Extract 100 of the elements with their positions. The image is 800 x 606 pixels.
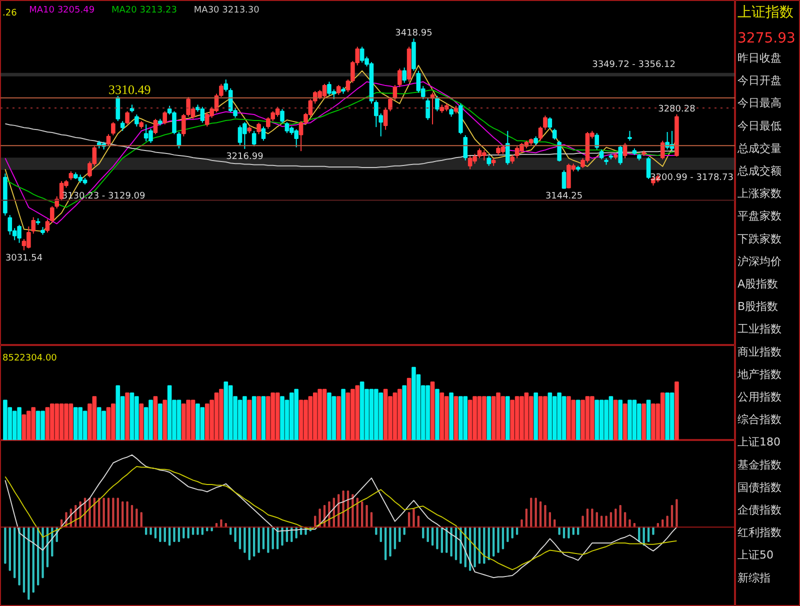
bar [642, 403, 646, 440]
text: 今日最低 [738, 119, 782, 132]
bar [636, 403, 642, 440]
candlestick [599, 148, 604, 160]
text: MA10 3205.49 [29, 6, 95, 16]
text: MA30 3213.30 [194, 6, 260, 16]
text: 新综指 [738, 571, 770, 584]
candlestick [646, 156, 651, 180]
candlestick [181, 113, 186, 137]
bar [622, 403, 628, 440]
text: 3275.93 [738, 30, 796, 46]
candlestick [383, 107, 388, 130]
candlestick [153, 118, 158, 135]
bar [139, 403, 144, 440]
annotation: 3144.25 [545, 192, 583, 202]
text: 今日最高 [738, 96, 782, 110]
candlestick [120, 120, 125, 132]
candlestick [435, 95, 440, 112]
candlestick [388, 96, 392, 112]
bar [486, 396, 492, 440]
candlestick [252, 130, 256, 147]
bar [674, 382, 679, 440]
bar [506, 396, 510, 440]
text: 工业指数 [738, 322, 782, 336]
annotation: 3216.99 [226, 152, 264, 162]
candlestick [162, 110, 167, 125]
candlestick [336, 84, 341, 96]
bar [449, 392, 454, 440]
bar [341, 388, 346, 440]
candlestick [562, 170, 566, 190]
candlestick [31, 216, 36, 234]
candlestick [111, 122, 116, 136]
bar [576, 400, 580, 440]
candlestick [8, 214, 12, 236]
text: 公用指数 [738, 390, 782, 404]
annotation: 3031.54 [5, 253, 43, 264]
candlestick [449, 106, 454, 118]
candlestick [106, 134, 111, 147]
bar [116, 385, 120, 440]
bar [534, 392, 538, 440]
bar [406, 378, 412, 440]
bar [158, 403, 162, 440]
annotation: 3280.28 [658, 104, 696, 114]
bar [247, 400, 252, 440]
text: 沪深均价 [738, 254, 782, 268]
bar [252, 396, 256, 440]
candlestick [618, 144, 622, 166]
band-label: 3349.72 - 3356.12 [592, 60, 676, 70]
candlestick [125, 110, 130, 125]
text: 总成交量 [736, 142, 782, 155]
candlestick [398, 68, 402, 88]
candlestick [557, 140, 562, 162]
candlestick [426, 98, 430, 120]
bar [256, 396, 261, 440]
bar [454, 396, 458, 440]
text: 昨日收盘 [738, 52, 782, 64]
bar [430, 382, 435, 440]
candlestick [116, 95, 120, 122]
candlestick [543, 115, 548, 130]
bar [125, 392, 130, 440]
bar [336, 396, 341, 440]
bar [435, 388, 440, 440]
bar [594, 400, 600, 440]
text: 地产指数 [736, 368, 782, 381]
candlestick [594, 132, 600, 150]
bar [153, 396, 158, 440]
candlestick [552, 128, 557, 140]
candlestick [402, 67, 406, 84]
candlestick [134, 114, 139, 128]
text: 上涨家数 [738, 187, 782, 200]
bar [162, 400, 167, 440]
candlestick [224, 79, 228, 92]
text: 下跌家数 [738, 232, 782, 246]
bar [614, 400, 618, 440]
text: 基金指数 [738, 458, 782, 472]
candlestick [45, 218, 50, 234]
bar [646, 400, 651, 440]
text: 上证180 [738, 436, 780, 449]
bar [528, 396, 534, 440]
bar [444, 396, 449, 440]
bar [618, 400, 622, 440]
bar [224, 382, 228, 440]
annotation: 3418.95 [395, 28, 432, 39]
ref-line-label: 3310.49 [108, 82, 151, 97]
candlestick [538, 126, 543, 142]
text: .26 [2, 8, 18, 18]
bar [402, 385, 406, 440]
text: MA20 3213.23 [112, 6, 177, 16]
bar [261, 396, 266, 440]
candlestick [463, 134, 468, 161]
text: 8522304.00 [2, 354, 58, 364]
text: 上证指数 [738, 4, 794, 20]
candlestick [261, 126, 266, 142]
text: 红利指数 [738, 526, 782, 540]
text: 总成交额 [736, 164, 782, 178]
candlestick [506, 130, 510, 166]
text: 企债指数 [738, 504, 782, 516]
candlestick [548, 116, 552, 130]
candlestick [256, 122, 261, 135]
text: 商业指数 [738, 345, 782, 358]
